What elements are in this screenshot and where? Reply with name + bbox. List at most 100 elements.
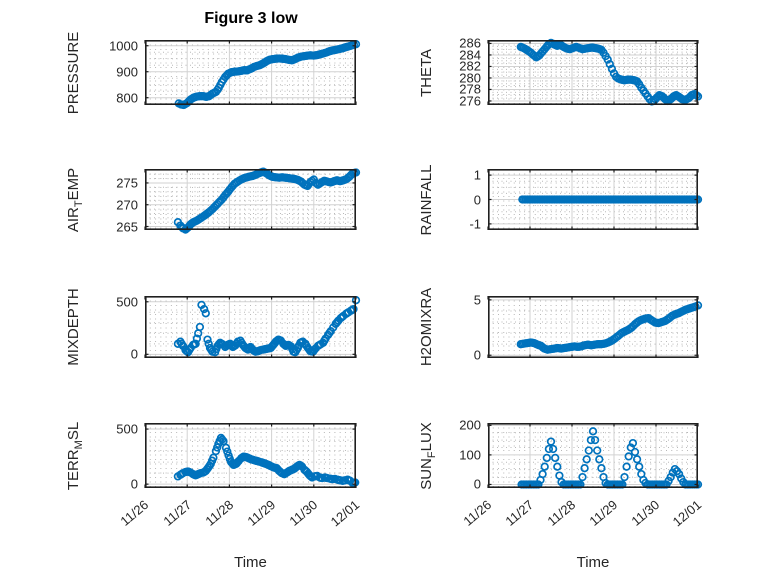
plot-area-air-temp <box>144 167 361 234</box>
data-point <box>540 462 549 471</box>
data-series <box>173 167 361 234</box>
y-axis-label-subscript: M <box>73 439 85 449</box>
axis-box <box>488 169 698 231</box>
y-axis-label-text: EMP <box>65 167 82 200</box>
y-tick-label: 282 <box>459 58 481 74</box>
y-axis-label-rainfall: RAINFALL <box>418 164 438 235</box>
data-point <box>203 335 212 344</box>
data-series <box>516 38 703 106</box>
data-point <box>192 334 202 343</box>
x-tick-label: 11/27 <box>502 497 537 529</box>
data-point <box>674 469 684 479</box>
data-point <box>607 64 617 73</box>
data-point <box>597 464 606 473</box>
data-point <box>553 462 562 471</box>
y-axis-label-mixdepth: MIXDEPTH <box>65 288 85 366</box>
subplot-sun-flux: 0 100 200 SUNFLUX 11/26 11/27 11/28 11/29 11/30 1… <box>418 419 705 571</box>
y-tick-label: 276 <box>459 93 481 109</box>
y-axis-label-sun-flux: SUNFLUX <box>418 422 438 490</box>
data-point <box>620 472 629 482</box>
data-point <box>555 471 564 480</box>
data-point <box>622 462 631 471</box>
figure-title: Figure 3 low <box>204 10 298 27</box>
subplot-h2omixra: 0 5 H2OMIXRA <box>418 288 703 366</box>
y-tick-label: 500 <box>116 294 138 310</box>
data-point <box>349 304 358 314</box>
plot-area-theta <box>487 38 703 106</box>
y-tick-label: 0 <box>473 476 481 492</box>
axis-box <box>145 169 356 231</box>
y-tick-label: 800 <box>116 90 138 106</box>
y-axis-label-text: H2OMIXRA <box>418 287 435 367</box>
y-axis-label-text: RAINFALL <box>418 164 435 235</box>
plot-area-h2omixra <box>487 296 703 359</box>
plot-area-terr-msl <box>144 423 360 489</box>
data-point <box>542 453 551 463</box>
axis-box <box>488 423 698 489</box>
data-point <box>632 455 642 464</box>
y-tick-label: 275 <box>116 175 138 191</box>
x-tick-label: 12/01 <box>328 497 363 530</box>
data-point <box>582 455 591 464</box>
y-tick-label: 284 <box>459 47 481 63</box>
axis-box <box>145 40 356 106</box>
subplot-terr-msl: 0 500 TERRMSL 11/26 11/27 11/28 11/29 11/30 12/0… <box>65 421 363 571</box>
y-axis-label-theta: THETA <box>418 48 438 96</box>
y-tick-label: 1 <box>473 167 481 183</box>
x-tick-label: 11/30 <box>286 497 321 529</box>
data-point <box>578 472 587 482</box>
y-tick-label: 900 <box>116 64 138 80</box>
axis-box <box>145 423 356 489</box>
x-axis-label: Time <box>234 554 267 571</box>
x-tick-label: 11/26 <box>117 497 152 529</box>
y-tick-label: 286 <box>459 35 481 51</box>
data-point <box>670 464 680 474</box>
subplot-air-temp: 265 270 275 AIRTEMP <box>65 167 361 234</box>
y-axis-label-text: LUX <box>418 421 435 451</box>
y-tick-label: 280 <box>459 70 481 86</box>
data-point <box>630 447 640 457</box>
y-tick-label: 200 <box>459 417 481 433</box>
data-series <box>518 195 703 204</box>
data-point <box>201 309 210 318</box>
x-axis-label: Time <box>576 554 610 571</box>
data-point <box>546 437 556 446</box>
data-point <box>548 444 558 454</box>
y-tick-label: 278 <box>459 81 481 97</box>
y-tick-label: 5 <box>473 292 481 308</box>
axis-box <box>145 296 356 359</box>
x-tick-label: 11/28 <box>544 497 579 529</box>
data-point <box>628 438 638 448</box>
plot-area-rainfall <box>487 169 703 231</box>
data-point <box>544 444 554 454</box>
data-point <box>538 469 547 479</box>
subplot-mixdepth: 0 500 MIXDEPTH <box>65 288 361 366</box>
x-tick-label: 11/27 <box>159 497 194 529</box>
subplot-theta: 276 278 280 282 284 286 THETA <box>418 37 703 107</box>
y-tick-label: 0 <box>473 347 481 363</box>
x-tick-label: 11/29 <box>586 497 621 529</box>
y-axis-label-text: AIR <box>65 206 82 232</box>
data-point <box>586 435 596 445</box>
y-axis-label-text: PRESSURE <box>65 31 82 114</box>
y-tick-label: -1 <box>469 216 481 232</box>
data-point <box>551 453 560 463</box>
y-tick-label: 100 <box>459 447 481 463</box>
data-series <box>173 433 360 488</box>
data-point <box>626 443 635 452</box>
y-axis-label-h2omixra: H2OMIXRA <box>418 288 438 366</box>
major-gridlines <box>488 423 698 488</box>
plot-area-sun-flux <box>487 423 703 489</box>
data-point <box>590 435 600 445</box>
data-point <box>588 427 598 436</box>
y-axis-label-terr-msl: TERRMSL <box>65 421 85 489</box>
data-point <box>191 339 200 348</box>
y-tick-label: 500 <box>116 421 138 437</box>
y-axis-label-text: SL <box>65 421 82 440</box>
y-axis-label-text: THETA <box>418 48 435 97</box>
plot-area-mixdepth <box>144 296 361 359</box>
y-axis-label-text: MIXDEPTH <box>65 288 82 366</box>
data-point <box>603 55 612 64</box>
data-point <box>605 60 614 69</box>
